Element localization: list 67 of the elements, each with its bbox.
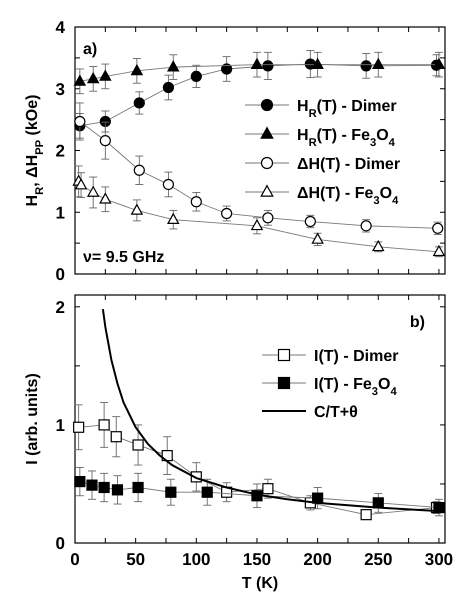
point [87,186,100,197]
legend-label: C/T+θ [314,404,358,421]
y-tick-label: 2 [56,298,65,317]
legend-label: H$_{R}$(T) - Dimer [297,98,397,120]
y-tick-label: 0 [56,534,65,553]
point [74,116,86,128]
point [86,480,98,491]
point [165,486,176,498]
point [312,58,324,70]
point [73,422,84,433]
legend-label: ΔH(T) - Fe$_{3}$O$_{4}$ [297,185,400,207]
point [360,509,372,520]
y-tick-label: 3 [56,80,65,99]
point [134,97,145,109]
point [98,482,110,494]
legend-label: I(T) - Fe$_{3}$O$_{4}$ [314,376,398,398]
y-tick-label: 0 [56,265,65,284]
y-tick-label: 4 [56,18,66,37]
point [75,178,87,190]
point [132,482,144,494]
point [162,82,174,94]
point [251,58,263,70]
x-tick-label: 0 [70,550,80,569]
annotation: ν= 9.5 GHz [83,249,164,266]
legend-label: ΔH(T) - Dimer [297,156,400,173]
point [100,135,111,146]
point [98,419,110,431]
point [221,63,232,75]
point [74,476,86,488]
y-tick-label: 1 [56,416,65,435]
point [131,204,143,215]
point [167,60,180,72]
point [99,70,112,81]
legend-label: I(T) - Dimer [314,348,398,365]
point [134,164,145,176]
point [262,212,274,224]
point [162,178,174,190]
x-tick-label: 200 [303,550,332,569]
point [190,196,202,208]
point [312,233,324,244]
point [433,58,445,70]
y-tick-label: 2 [56,142,65,160]
point [262,483,274,494]
x-axis-title: T (K) [242,575,278,592]
x-tick-label: 300 [424,550,454,569]
point [132,439,144,451]
annotation: a) [83,41,98,58]
point [372,58,384,70]
annotation: b) [410,314,425,331]
point [190,70,202,82]
point [99,192,112,204]
point [87,72,100,84]
point [131,64,143,76]
point [251,219,263,230]
x-tick-label: 100 [182,550,210,569]
point [221,208,232,220]
x-tick-label: 250 [364,550,392,569]
x-tick-label: 50 [126,550,146,569]
point [202,486,213,498]
y-tick-label: 1 [56,203,65,222]
point [112,484,124,496]
legend-label: H$_{R}$(T) - Fe$_{3}$O$_{4}$ [297,127,396,149]
point [110,431,122,442]
point [167,213,180,224]
point [74,74,86,86]
x-tick-label: 150 [242,550,272,569]
y-axis-title: I (arb. units) [24,373,41,465]
